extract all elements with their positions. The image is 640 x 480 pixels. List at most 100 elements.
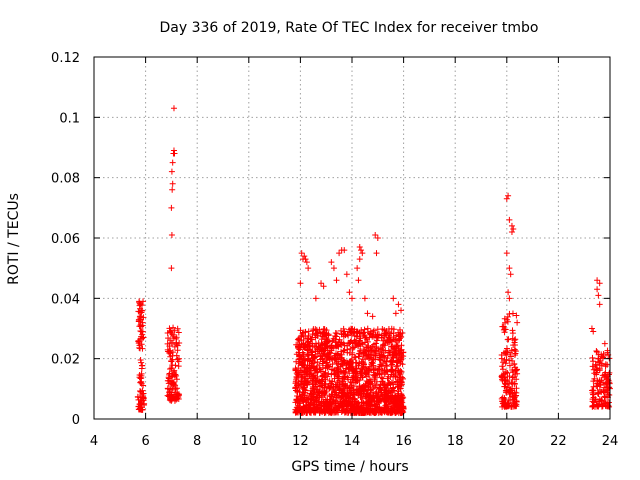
data-point (375, 366, 382, 373)
data-point (360, 402, 367, 409)
data-point (320, 330, 327, 337)
data-point (140, 394, 147, 401)
data-point (325, 362, 332, 369)
data-point (350, 344, 357, 351)
data-point (298, 250, 305, 257)
data-point (303, 370, 310, 377)
data-point (596, 280, 603, 287)
data-point (312, 408, 319, 415)
data-point (506, 265, 513, 272)
data-point (336, 386, 343, 393)
data-point (375, 398, 382, 405)
data-point (305, 265, 312, 272)
data-point (509, 374, 516, 381)
data-point (169, 186, 176, 193)
data-point (308, 336, 315, 343)
data-point (323, 406, 330, 413)
data-point (594, 390, 601, 397)
data-point (508, 228, 515, 235)
data-point (362, 382, 369, 389)
data-point (502, 326, 509, 333)
data-point (499, 366, 506, 373)
data-point (172, 382, 179, 389)
data-point (509, 330, 516, 337)
data-point (140, 382, 147, 389)
data-point (594, 286, 601, 293)
data-point (326, 355, 333, 362)
data-point (371, 341, 378, 348)
data-point (594, 277, 601, 284)
data-point (509, 335, 516, 342)
data-point (321, 391, 328, 398)
data-point (601, 340, 608, 347)
data-point (168, 168, 175, 175)
data-point (510, 342, 517, 349)
data-point (293, 375, 300, 382)
data-point (355, 277, 362, 284)
data-point (513, 312, 520, 319)
data-point (305, 338, 312, 345)
data-point (400, 349, 407, 356)
x-tick-label: 24 (602, 434, 619, 449)
data-point (358, 399, 365, 406)
data-point (313, 330, 320, 337)
data-points (134, 105, 613, 416)
data-point (366, 363, 373, 370)
data-point (596, 379, 603, 386)
data-point (318, 393, 325, 400)
data-point (364, 310, 371, 317)
data-point (498, 395, 505, 402)
x-tick-label: 16 (395, 434, 412, 449)
data-point (602, 363, 609, 370)
data-point (314, 350, 321, 357)
data-point (302, 256, 309, 263)
y-tick-label: 0.08 (51, 172, 80, 187)
data-point (166, 388, 173, 395)
data-point (331, 333, 338, 340)
data-point (136, 313, 143, 320)
data-point (598, 398, 605, 405)
data-point (140, 298, 147, 305)
data-point (373, 394, 380, 401)
data-point (314, 332, 321, 339)
data-point (329, 391, 336, 398)
data-point (371, 405, 378, 412)
data-point (501, 377, 508, 384)
data-point (341, 388, 348, 395)
data-point (168, 365, 175, 372)
data-point (140, 334, 147, 341)
data-point (593, 348, 600, 355)
x-axis-title: GPS time / hours (291, 459, 408, 475)
data-point (505, 289, 512, 296)
data-point (320, 372, 327, 379)
data-point (311, 401, 318, 408)
data-point (324, 337, 331, 344)
data-point (372, 231, 379, 238)
data-point (312, 326, 319, 333)
data-point (353, 328, 360, 335)
data-point (349, 349, 356, 356)
data-point (595, 351, 602, 358)
data-point (508, 222, 515, 229)
x-tick-label: 14 (344, 434, 361, 449)
data-point (341, 247, 348, 254)
data-point (508, 347, 515, 354)
data-point (369, 360, 376, 367)
data-point (333, 359, 340, 366)
data-point (600, 354, 607, 361)
data-point (386, 380, 393, 387)
data-point (166, 325, 173, 332)
data-point (389, 361, 396, 368)
data-point (135, 403, 142, 410)
data-point (367, 352, 374, 359)
data-point (364, 399, 371, 406)
data-point (512, 400, 519, 407)
data-point (333, 383, 340, 390)
data-point (499, 363, 506, 370)
data-point (328, 259, 335, 266)
data-point (591, 375, 598, 382)
data-point (348, 379, 355, 386)
data-point (372, 332, 379, 339)
data-point (502, 374, 509, 381)
data-point (168, 231, 175, 238)
